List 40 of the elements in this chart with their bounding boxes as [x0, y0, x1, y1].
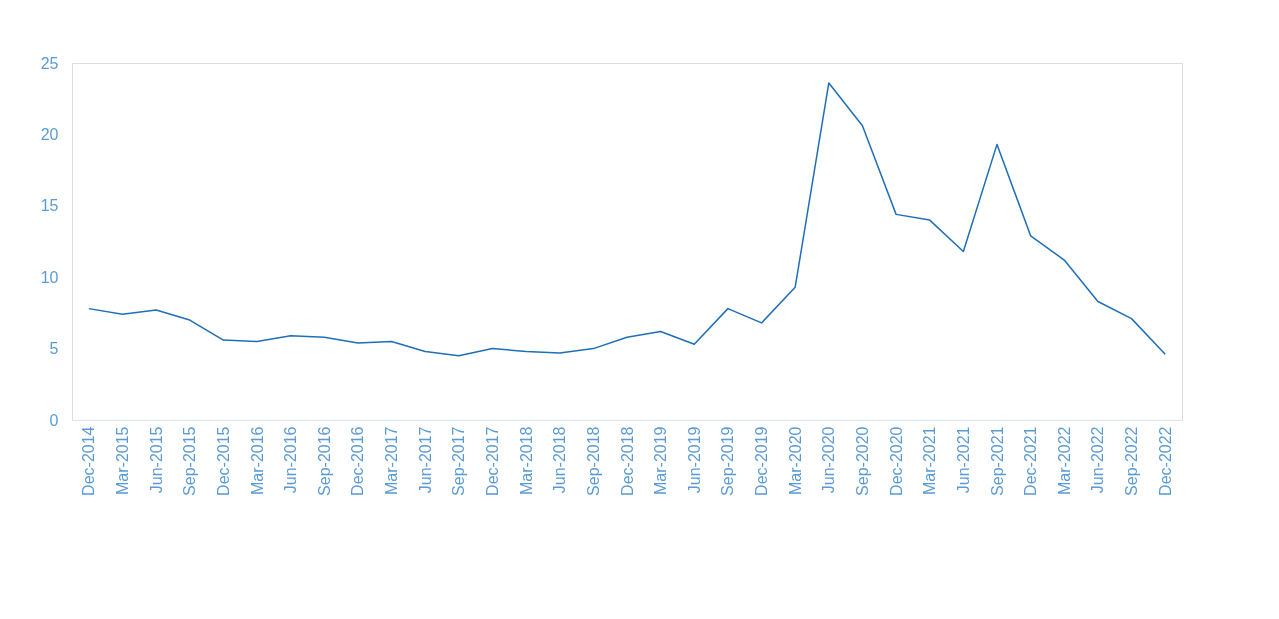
x-tick-label: Sep-2020: [853, 426, 871, 496]
x-tick-label: Dec-2019: [753, 426, 771, 496]
x-tick-label: Dec-2018: [618, 426, 636, 496]
x-tick-label: Dec-2015: [214, 426, 232, 496]
x-tick-label: Mar-2020: [786, 426, 804, 495]
y-tick-label: 25: [40, 54, 59, 72]
x-tick-label: Jun-2016: [282, 426, 300, 494]
x-tick-label: Sep-2016: [315, 426, 333, 496]
x-tick-label: Sep-2019: [719, 426, 737, 496]
x-tick-label: Jun-2019: [685, 426, 703, 494]
x-tick-label: Dec-2014: [80, 426, 98, 496]
x-tick-label: Sep-2017: [450, 426, 468, 496]
x-tick-label: Dec-2020: [887, 426, 905, 496]
x-tick-label: Mar-2022: [1055, 426, 1073, 495]
x-tick-label: Jun-2015: [147, 426, 165, 494]
x-tick-label: Sep-2021: [988, 426, 1006, 496]
x-tick-label: Dec-2021: [1022, 426, 1040, 496]
x-tick-label: Jun-2020: [820, 426, 838, 494]
x-tick-label: Jun-2017: [416, 426, 434, 494]
y-tick-label: 20: [40, 125, 59, 143]
y-tick-label: 5: [49, 340, 59, 358]
x-tick-label: Sep-2015: [181, 426, 199, 496]
y-tick-label: 10: [40, 268, 59, 286]
y-tick-label: 15: [40, 197, 59, 215]
x-tick-label: Dec-2022: [1156, 426, 1174, 496]
x-tick-label: Sep-2018: [584, 426, 602, 496]
x-tick-label: Mar-2021: [921, 426, 939, 495]
y-tick-label: 0: [49, 411, 59, 429]
x-tick-label: Mar-2018: [517, 426, 535, 495]
x-tick-label: Jun-2022: [1089, 426, 1107, 494]
x-tick-label: Mar-2015: [113, 426, 131, 495]
x-tick-label: Jun-2018: [551, 426, 569, 494]
x-tick-label: Mar-2019: [652, 426, 670, 495]
x-tick-label: Mar-2016: [248, 426, 266, 495]
x-tick-label: Jun-2021: [954, 426, 972, 494]
x-tick-label: Dec-2017: [483, 426, 501, 496]
line-series: [88, 82, 1166, 357]
x-tick-label: Sep-2022: [1123, 426, 1141, 496]
x-tick-label: Mar-2017: [383, 426, 401, 495]
x-tick-label: Dec-2016: [349, 426, 367, 496]
